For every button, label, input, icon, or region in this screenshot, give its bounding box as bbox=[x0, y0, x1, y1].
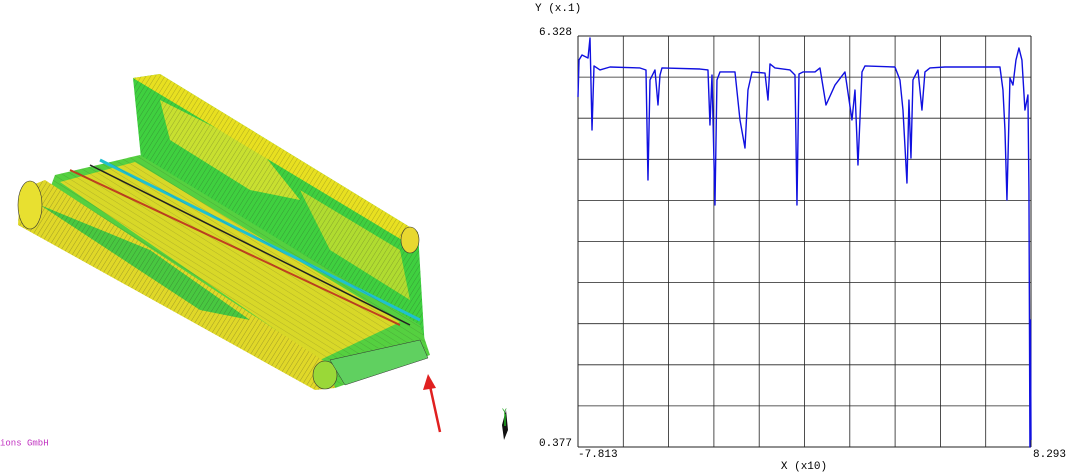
data-line bbox=[577, 37, 1032, 448]
plot: 0.377 6.328 -7.813 8.293 bbox=[539, 27, 1066, 461]
x-tick-label: 8.293 bbox=[1033, 449, 1066, 461]
y-tick-label: 6.328 bbox=[539, 27, 572, 39]
x-axis-label: X (x10) bbox=[781, 461, 827, 473]
watermark: ions GmbH bbox=[0, 438, 49, 448]
x-tick-label: -7.813 bbox=[578, 449, 618, 461]
y-axis-label: Y (x.1) bbox=[535, 3, 581, 15]
y-tick-label: 0.377 bbox=[539, 438, 572, 450]
axis-triad-label: Y bbox=[502, 408, 507, 417]
fea-model bbox=[17, 74, 508, 440]
